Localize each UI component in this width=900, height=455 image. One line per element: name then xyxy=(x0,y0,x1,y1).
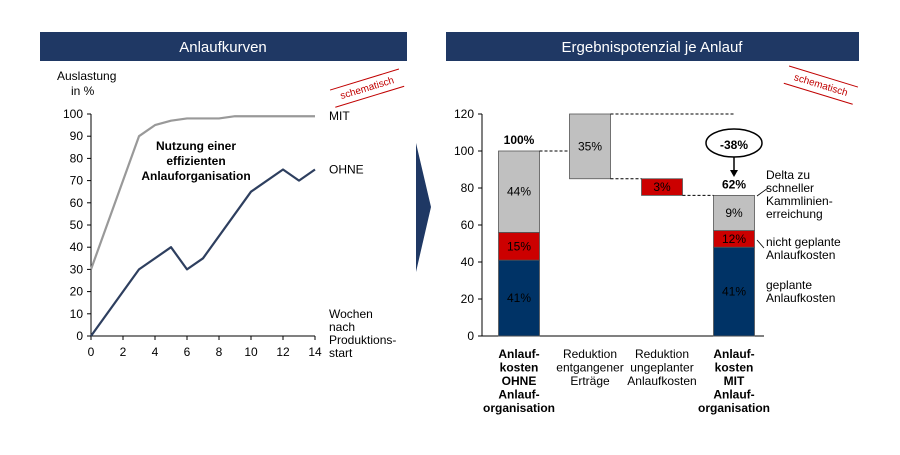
stacked-bar-segment xyxy=(498,150,540,233)
left-y-tick-label: 90 xyxy=(70,129,84,143)
bar-total-label: 62% xyxy=(722,177,746,191)
left-y-tick-label: 30 xyxy=(70,262,84,276)
left-x-tick-label: 4 xyxy=(152,345,159,359)
right-y-tick-label: 60 xyxy=(461,218,475,232)
left-y-tick-label: 100 xyxy=(63,107,83,121)
stacked-bar-segment-label: 9% xyxy=(725,206,743,220)
stacked-bar-segment-label: 41% xyxy=(722,285,746,299)
left-y-tick-label: 50 xyxy=(70,218,84,232)
category-label: ungeplanter xyxy=(630,361,693,375)
category-label: Anlauf- xyxy=(498,347,539,361)
category-label: kosten xyxy=(500,361,539,375)
left-y-tick-label: 20 xyxy=(70,285,84,299)
series-label-mit: MIT xyxy=(329,109,350,123)
legend-label: Kammlinien- xyxy=(766,194,833,208)
delta-arrow-head xyxy=(730,170,738,177)
left-x-tick-label: 0 xyxy=(88,345,95,359)
right-stamp-line xyxy=(783,82,853,105)
left-y-axis-label: Auslastung xyxy=(57,69,116,83)
left-stamp-line xyxy=(335,85,405,108)
left-y-tick-label: 0 xyxy=(76,329,83,343)
left-annotation: Nutzung einer xyxy=(156,139,236,153)
left-y-tick-label: 70 xyxy=(70,174,84,188)
category-label: Reduktion xyxy=(635,347,689,361)
center-arrow xyxy=(416,143,431,272)
legend-label: nicht geplante xyxy=(766,235,841,249)
right-y-tick-label: 100 xyxy=(454,144,474,158)
category-label: MIT xyxy=(724,374,745,388)
legend-label: schneller xyxy=(766,181,814,195)
left-stamp-line xyxy=(329,68,400,91)
right-y-tick-label: 0 xyxy=(467,329,474,343)
left-x-axis-label: Produktions- xyxy=(329,333,396,347)
left-x-axis-label: nach xyxy=(329,320,355,334)
stacked-bar-segment-label: 15% xyxy=(507,239,531,253)
left-y-tick-label: 60 xyxy=(70,196,84,210)
category-label: organisation xyxy=(698,401,770,415)
left-annotation: effizienten xyxy=(166,154,225,168)
category-label: organisation xyxy=(483,401,555,415)
category-label: Reduktion xyxy=(563,347,617,361)
delta-oval xyxy=(705,128,763,158)
left-y-tick-label: 80 xyxy=(70,151,84,165)
bar-total-label: 100% xyxy=(504,133,535,147)
stacked-bar-segment-label: 41% xyxy=(507,291,531,305)
left-annotation: Anlauforganisation xyxy=(141,169,250,183)
left-x-tick-label: 10 xyxy=(244,345,258,359)
category-label: entgangener xyxy=(556,361,623,375)
category-label: Anlauf- xyxy=(498,388,539,402)
right-y-tick-label: 80 xyxy=(461,181,475,195)
stacked-bar-segment xyxy=(713,246,755,337)
stacked-bar-segment-label: 12% xyxy=(722,232,746,246)
right-title-bar xyxy=(446,32,859,61)
stacked-bar-segment-label: 44% xyxy=(507,185,531,199)
legend-label: Anlaufkosten xyxy=(766,291,835,305)
left-x-axis-label: Wochen xyxy=(329,307,373,321)
right-chart-title: Ergebnispotenzial je Anlauf xyxy=(562,39,744,56)
stacked-bar-segment xyxy=(498,231,540,261)
waterfall-bar xyxy=(641,178,683,196)
left-y-tick-label: 10 xyxy=(70,307,84,321)
waterfall-bar-label: 3% xyxy=(653,180,671,194)
left-stamp: schematisch xyxy=(329,68,405,108)
series-label-ohne: OHNE xyxy=(329,163,364,177)
left-x-tick-label: 6 xyxy=(184,345,191,359)
legend-label: geplante xyxy=(766,278,812,292)
left-y-tick-label: 40 xyxy=(70,240,84,254)
left-x-tick-label: 2 xyxy=(120,345,127,359)
category-label: Anlauf- xyxy=(713,347,754,361)
category-label: OHNE xyxy=(502,374,537,388)
category-label: Anlauf- xyxy=(713,388,754,402)
waterfall-bar xyxy=(569,113,611,180)
right-y-tick-label: 20 xyxy=(461,292,475,306)
delta-label: -38% xyxy=(720,138,748,152)
legend-label: Anlaufkosten xyxy=(766,248,835,262)
category-label: kosten xyxy=(715,361,754,375)
legend-label: Delta zu xyxy=(766,168,810,182)
legend-label: erreichung xyxy=(766,207,823,221)
legend-leader xyxy=(756,187,769,197)
right-stamp: schematisch xyxy=(783,65,859,105)
left-chart-title: Anlaufkurven xyxy=(179,39,267,56)
stacked-bar-segment xyxy=(713,194,755,231)
series-line-mit xyxy=(89,115,315,270)
left-x-tick-label: 12 xyxy=(276,345,290,359)
legend-leader xyxy=(756,239,765,249)
waterfall-bar-label: 35% xyxy=(578,139,602,153)
right-y-tick-label: 120 xyxy=(454,107,474,121)
right-stamp-line xyxy=(788,65,859,88)
left-x-axis-label: start xyxy=(329,346,353,360)
left-title-bar xyxy=(40,32,407,61)
left-x-tick-label: 8 xyxy=(216,345,223,359)
series-line-ohne xyxy=(90,168,316,337)
left-x-tick-label: 14 xyxy=(308,345,322,359)
category-label: Erträge xyxy=(570,374,610,388)
right-y-tick-label: 40 xyxy=(461,255,475,269)
left-y-axis-label: in % xyxy=(71,84,95,98)
category-label: Anlaufkosten xyxy=(627,374,696,388)
